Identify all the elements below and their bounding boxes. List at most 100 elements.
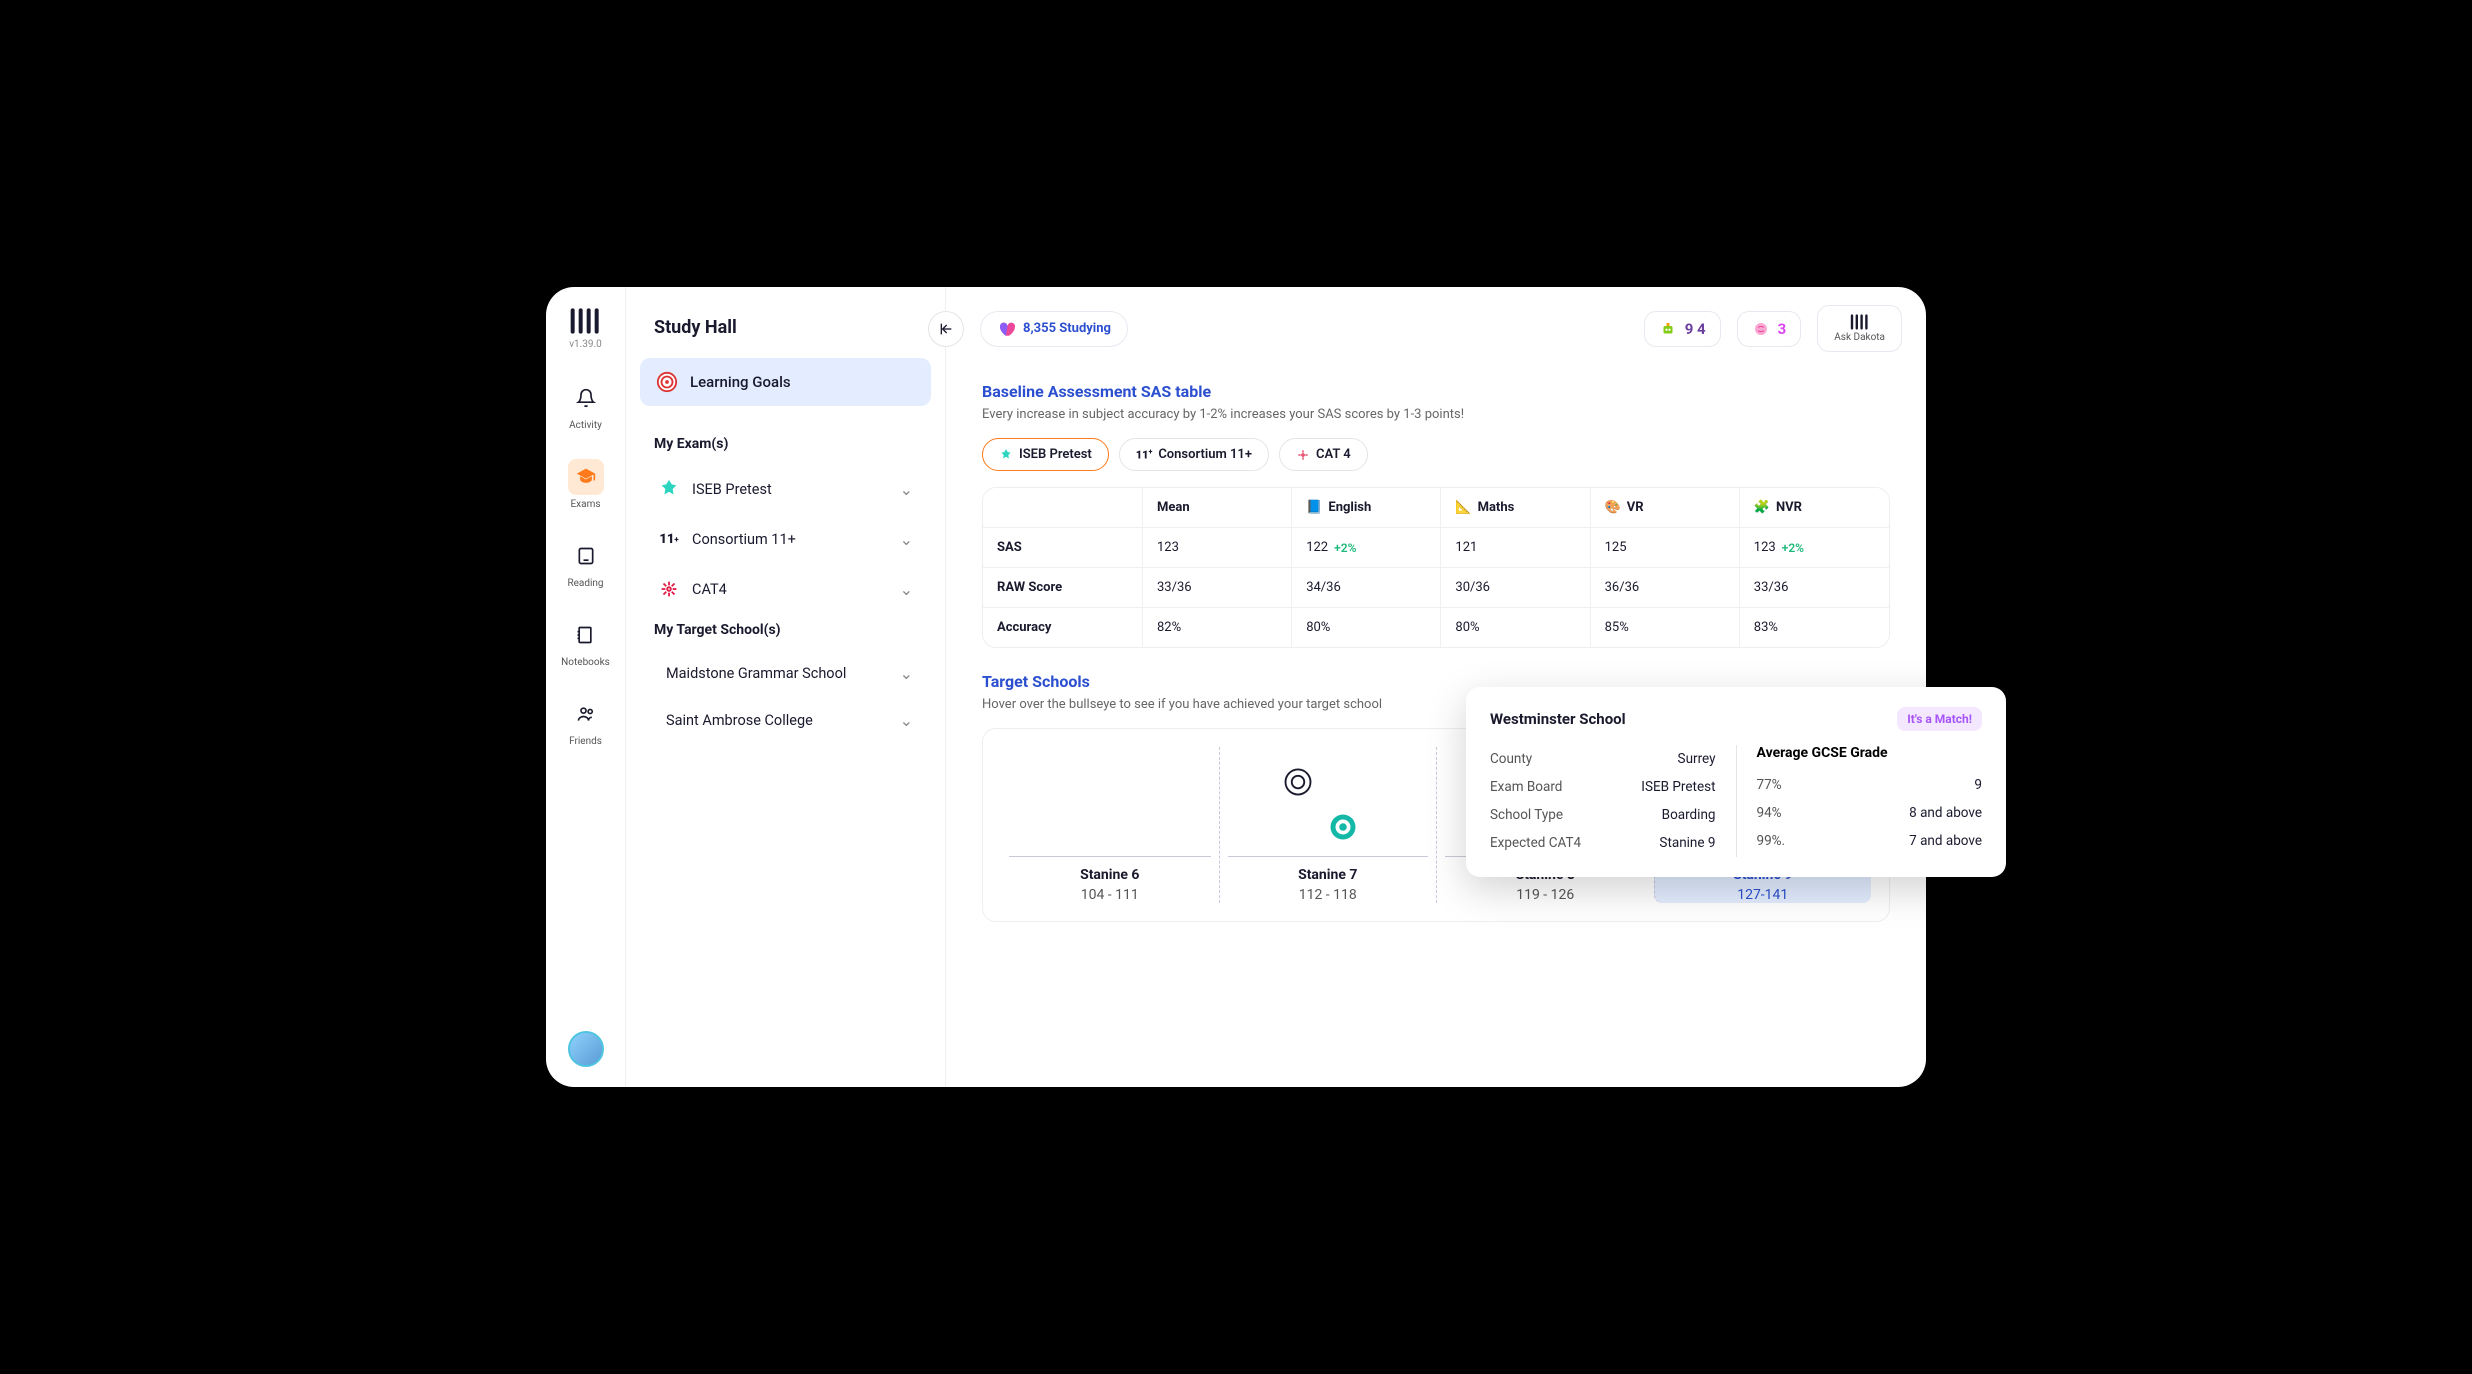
- brain-icon: [1752, 320, 1770, 338]
- school-label: Maidstone Grammar School: [666, 665, 888, 682]
- exam-label: Consortium 11+: [692, 531, 888, 548]
- filter-consortium[interactable]: 11+ Consortium 11+: [1119, 438, 1269, 471]
- stat-value: 3: [1778, 320, 1787, 338]
- school-ambrose[interactable]: Saint Ambrose College ⌄: [640, 697, 931, 744]
- stanine-col-6: Stanine 6 104 - 111: [1001, 747, 1219, 903]
- nav-exams[interactable]: Exams: [568, 459, 604, 510]
- chevron-down-icon: ⌄: [900, 711, 913, 730]
- exams-header: My Exam(s): [640, 428, 931, 464]
- table-header-cell: [983, 488, 1143, 528]
- exam-label: CAT4: [692, 581, 888, 598]
- bell-icon: [576, 388, 596, 408]
- version-label: v1.39.0: [569, 339, 602, 350]
- sas-title: Baseline Assessment SAS table: [982, 382, 1890, 401]
- table-header-cell: 📘 English: [1292, 488, 1441, 528]
- table-cell: 123: [1143, 528, 1292, 568]
- schools-header: My Target School(s): [640, 614, 931, 650]
- stat-pill-1[interactable]: 9 4: [1644, 311, 1721, 347]
- consortium-icon: 11+: [658, 528, 680, 550]
- kv-key: 99%.: [1757, 833, 1786, 849]
- kv-key: Expected CAT4: [1490, 835, 1581, 851]
- chevron-down-icon: ⌄: [900, 480, 913, 499]
- stanine-range: 127-141: [1663, 887, 1864, 903]
- kv-value: 8 and above: [1909, 805, 1982, 821]
- cell-value: 123: [1754, 540, 1776, 555]
- table-cell: 121: [1441, 528, 1590, 568]
- kv-row: 99%.7 and above: [1757, 827, 1983, 855]
- bullseye-icon[interactable]: [1283, 767, 1313, 797]
- app-window: v1.39.0 Activity Exams Reading Notebooks…: [546, 287, 1926, 1087]
- ask-dakota-button[interactable]: Ask Dakota: [1817, 305, 1902, 352]
- table-row: RAW Score 33/36 34/36 30/36 36/36 33/36: [983, 568, 1889, 608]
- stanine-range: 104 - 111: [1009, 887, 1211, 903]
- table-cell: 122 +2%: [1292, 528, 1441, 568]
- nav-label: Reading: [567, 578, 603, 589]
- col-label: English: [1328, 500, 1371, 515]
- school-maidstone[interactable]: Maidstone Grammar School ⌄: [640, 650, 931, 697]
- collapse-sidebar-button[interactable]: [928, 311, 964, 347]
- sas-subtitle: Every increase in subject accuracy by 1-…: [982, 407, 1890, 422]
- stanine-label: Stanine 7: [1228, 867, 1429, 883]
- table-cell: 123 +2%: [1740, 528, 1889, 568]
- exam-iseb[interactable]: ISEB Pretest ⌄: [640, 464, 931, 514]
- nav-label: Exams: [570, 499, 600, 510]
- iseb-icon: [658, 478, 680, 500]
- studying-pill[interactable]: 8,355 Studying: [980, 311, 1128, 347]
- stat-value: 9 4: [1685, 320, 1706, 338]
- stanine-label: Stanine 6: [1009, 867, 1211, 883]
- kv-value: 9: [1974, 777, 1982, 793]
- cell-value: 121: [1455, 540, 1477, 555]
- learning-goals-label: Learning Goals: [690, 373, 791, 391]
- filter-iseb[interactable]: ISEB Pretest: [982, 438, 1109, 471]
- exam-cat4[interactable]: CAT4 ⌄: [640, 564, 931, 614]
- table-row: Accuracy 82% 80% 80% 85% 83%: [983, 608, 1889, 647]
- learning-goals-card[interactable]: Learning Goals: [640, 358, 931, 406]
- kv-value: Boarding: [1662, 807, 1716, 823]
- cat4-icon: [658, 578, 680, 600]
- col-label: Maths: [1478, 500, 1515, 515]
- exam-label: ISEB Pretest: [692, 481, 888, 498]
- table-cell: 125: [1591, 528, 1740, 568]
- exam-consortium[interactable]: 11+ Consortium 11+ ⌄: [640, 514, 931, 564]
- notebook-icon: [575, 625, 595, 645]
- sidebar: Study Hall Learning Goals My Exam(s) ISE…: [626, 287, 946, 1087]
- col-label: NVR: [1776, 500, 1802, 515]
- kv-value: Surrey: [1678, 751, 1716, 767]
- bullseye-icon[interactable]: [1328, 812, 1358, 842]
- filter-cat4[interactable]: CAT 4: [1279, 438, 1368, 471]
- table-header-cell: Mean: [1143, 488, 1292, 528]
- cat4-icon: [1296, 448, 1310, 462]
- stat-pill-2[interactable]: 3: [1737, 311, 1802, 347]
- table-header-cell: 🧩 NVR: [1740, 488, 1889, 528]
- filter-label: ISEB Pretest: [1019, 447, 1092, 462]
- top-bar: 8,355 Studying 9 4 3 Ask Dakota: [946, 287, 1926, 370]
- tooltip-header: Westminster School It's a Match!: [1490, 707, 1982, 731]
- cell-value: 123: [1157, 540, 1179, 555]
- consortium-icon: 11+: [1136, 448, 1153, 462]
- table-cell: 80%: [1441, 608, 1590, 647]
- user-avatar[interactable]: [568, 1031, 604, 1067]
- people-icon: [576, 704, 596, 724]
- nav-reading[interactable]: Reading: [567, 538, 603, 589]
- kv-row: Expected CAT4Stanine 9: [1490, 829, 1716, 857]
- main-content: 8,355 Studying 9 4 3 Ask Dakota Baseline…: [946, 287, 1926, 1087]
- nav-activity[interactable]: Activity: [568, 380, 604, 431]
- stanine-col-7: Stanine 7 112 - 118: [1219, 747, 1437, 903]
- robot-icon: [1659, 320, 1677, 338]
- kv-row: Exam BoardISEB Pretest: [1490, 773, 1716, 801]
- stanine-range: 119 - 126: [1445, 887, 1646, 903]
- kv-key: School Type: [1490, 807, 1563, 823]
- kv-key: 94%: [1757, 805, 1782, 821]
- nav-friends[interactable]: Friends: [568, 696, 604, 747]
- ask-dakota-label: Ask Dakota: [1834, 332, 1885, 343]
- kv-row: CountySurrey: [1490, 745, 1716, 773]
- school-tooltip: Westminster School It's a Match! CountyS…: [1466, 687, 2006, 877]
- nav-notebooks[interactable]: Notebooks: [561, 617, 610, 668]
- tooltip-right-col: Average GCSE Grade 77%9 94%8 and above 9…: [1757, 745, 1983, 857]
- tooltip-body: CountySurrey Exam BoardISEB Pretest Scho…: [1490, 745, 1982, 857]
- nav-rail: v1.39.0 Activity Exams Reading Notebooks…: [546, 287, 626, 1087]
- filter-label: CAT 4: [1316, 447, 1351, 462]
- chevron-down-icon: ⌄: [900, 580, 913, 599]
- nav-label: Activity: [569, 420, 602, 431]
- row-label: RAW Score: [983, 568, 1143, 608]
